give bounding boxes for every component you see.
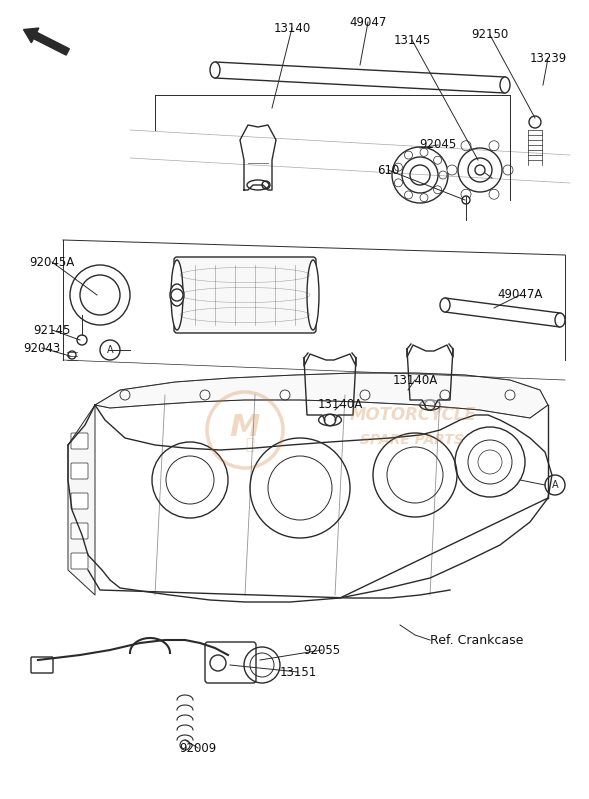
Ellipse shape bbox=[68, 351, 76, 359]
Circle shape bbox=[447, 165, 457, 175]
Polygon shape bbox=[68, 405, 95, 595]
Text: 13140A: 13140A bbox=[392, 373, 438, 387]
Circle shape bbox=[420, 149, 428, 157]
Circle shape bbox=[461, 189, 471, 199]
Circle shape bbox=[171, 289, 183, 301]
FancyBboxPatch shape bbox=[71, 463, 88, 479]
Circle shape bbox=[405, 191, 412, 199]
FancyArrow shape bbox=[24, 28, 70, 55]
Circle shape bbox=[120, 390, 130, 400]
Circle shape bbox=[434, 186, 442, 194]
Circle shape bbox=[503, 165, 513, 175]
Ellipse shape bbox=[170, 284, 184, 306]
Circle shape bbox=[434, 157, 442, 165]
FancyBboxPatch shape bbox=[205, 642, 256, 683]
Text: A: A bbox=[552, 480, 558, 490]
Ellipse shape bbox=[440, 298, 450, 312]
Circle shape bbox=[405, 151, 412, 159]
Polygon shape bbox=[215, 62, 505, 93]
Text: 92145: 92145 bbox=[34, 324, 71, 336]
Ellipse shape bbox=[500, 77, 510, 93]
FancyBboxPatch shape bbox=[31, 657, 53, 673]
Circle shape bbox=[489, 189, 499, 199]
Text: 13239: 13239 bbox=[530, 51, 567, 65]
Circle shape bbox=[200, 390, 210, 400]
Ellipse shape bbox=[210, 62, 220, 78]
Text: 92150: 92150 bbox=[471, 29, 509, 42]
Text: 49047: 49047 bbox=[349, 15, 387, 29]
Circle shape bbox=[360, 390, 370, 400]
Text: MOTORCYCLE: MOTORCYCLE bbox=[350, 406, 477, 424]
Text: Ref. Crankcase: Ref. Crankcase bbox=[430, 634, 524, 646]
Circle shape bbox=[505, 390, 515, 400]
Text: 610: 610 bbox=[377, 164, 399, 177]
Circle shape bbox=[210, 655, 226, 671]
Text: 92045A: 92045A bbox=[29, 256, 75, 268]
Text: 13140A: 13140A bbox=[317, 399, 363, 411]
Circle shape bbox=[462, 196, 470, 204]
Ellipse shape bbox=[307, 260, 319, 330]
Text: 49047A: 49047A bbox=[497, 288, 542, 301]
FancyBboxPatch shape bbox=[71, 493, 88, 509]
FancyBboxPatch shape bbox=[71, 523, 88, 539]
Circle shape bbox=[180, 740, 190, 750]
Text: 92043: 92043 bbox=[24, 341, 61, 355]
Text: A: A bbox=[107, 345, 113, 355]
Polygon shape bbox=[445, 298, 560, 327]
Polygon shape bbox=[95, 373, 548, 418]
Text: 92055: 92055 bbox=[303, 643, 340, 657]
Circle shape bbox=[440, 390, 450, 400]
FancyBboxPatch shape bbox=[71, 433, 88, 449]
Text: SPARE PARTS: SPARE PARTS bbox=[360, 433, 464, 447]
Text: 13140: 13140 bbox=[273, 22, 310, 34]
Circle shape bbox=[395, 179, 402, 187]
Circle shape bbox=[420, 193, 428, 201]
Circle shape bbox=[439, 171, 447, 179]
Text: M: M bbox=[230, 412, 260, 442]
Text: 92045: 92045 bbox=[419, 138, 456, 152]
Circle shape bbox=[489, 141, 499, 151]
FancyBboxPatch shape bbox=[71, 553, 88, 569]
Ellipse shape bbox=[555, 313, 565, 327]
Text: 13145: 13145 bbox=[393, 34, 431, 46]
Circle shape bbox=[280, 390, 290, 400]
FancyBboxPatch shape bbox=[174, 257, 316, 333]
Circle shape bbox=[77, 335, 87, 345]
Text: 13151: 13151 bbox=[279, 666, 317, 678]
Circle shape bbox=[395, 163, 402, 171]
Text: ᗑ: ᗑ bbox=[246, 438, 254, 452]
Circle shape bbox=[461, 141, 471, 151]
Text: 92009: 92009 bbox=[180, 741, 217, 754]
Ellipse shape bbox=[171, 260, 183, 330]
